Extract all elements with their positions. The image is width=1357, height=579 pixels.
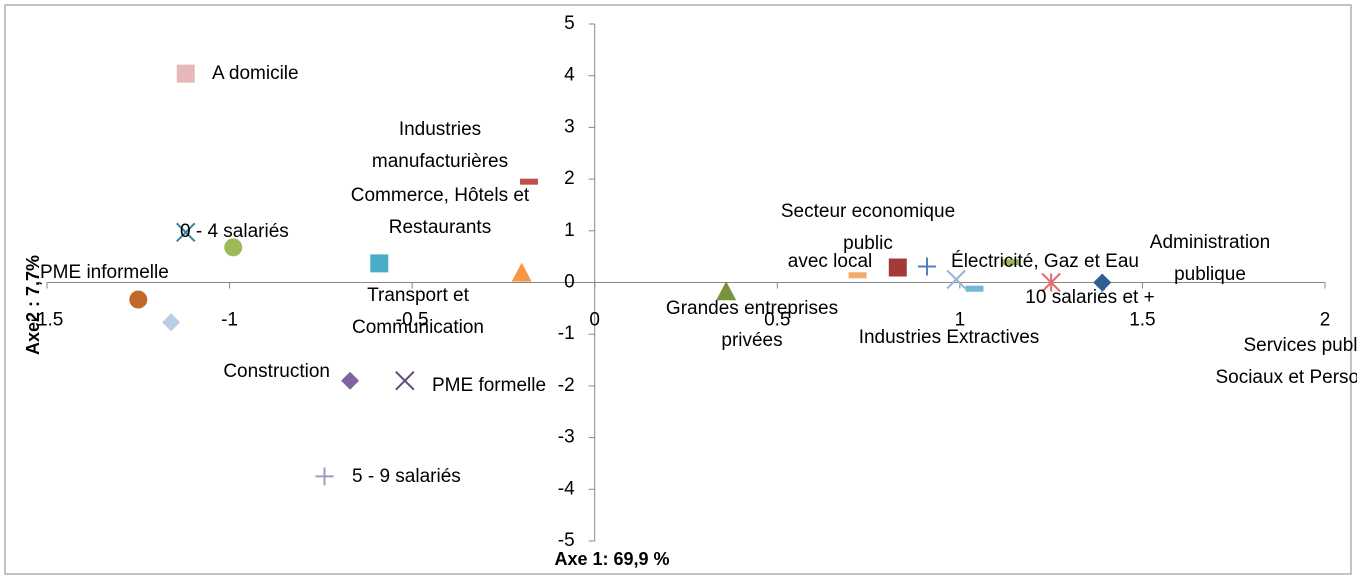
point xyxy=(946,269,966,290)
y-tick-label: -1 xyxy=(558,323,575,344)
data-label: avec local xyxy=(788,251,873,272)
data-label: PME informelle xyxy=(40,262,169,283)
y-tick-label: -5 xyxy=(558,530,575,551)
y-tick-label: 1 xyxy=(564,220,575,241)
x-tick-label: 1.5 xyxy=(1129,310,1155,331)
data-label-line: Commerce, Hôtels et xyxy=(351,185,530,206)
data-label-line: Secteur economique xyxy=(781,201,955,222)
data-label-line: PME formelle xyxy=(432,375,546,396)
point xyxy=(965,285,984,292)
point xyxy=(341,371,360,390)
data-label: A domicile xyxy=(212,63,299,84)
data-label: Commerce, Hôtels et Restaurants xyxy=(351,185,530,238)
data-label-line: Industries xyxy=(399,119,481,140)
point xyxy=(176,222,196,243)
x-tick-label: 0.5 xyxy=(764,310,790,331)
point xyxy=(370,254,389,273)
data-label: Administration publique xyxy=(1150,232,1270,285)
data-label: Secteur economique public xyxy=(781,201,955,254)
point xyxy=(176,64,195,83)
data-label-line: Administration xyxy=(1150,232,1270,253)
y-axis-title: Axe2 : 7,7% xyxy=(23,255,43,355)
data-label-line: privées xyxy=(721,330,782,351)
point xyxy=(511,262,532,282)
data-label-line: Électricité, Gaz et Eau xyxy=(951,251,1139,272)
data-label: PME formelle xyxy=(432,375,546,396)
data-label: Industries manufacturières xyxy=(372,119,508,172)
data-label: Électricité, Gaz et Eau xyxy=(951,251,1139,272)
data-label-line: Restaurants xyxy=(389,217,491,238)
data-label-line: Grandes entreprises xyxy=(666,298,838,319)
data-label: 5 - 9 salariés xyxy=(352,466,461,487)
data-label-line: publique xyxy=(1174,264,1246,285)
x-tick-label: -1.5 xyxy=(31,310,64,331)
data-label-line: manufacturières xyxy=(372,151,508,172)
data-label-line: A domicile xyxy=(212,63,299,84)
data-label-line: PME informelle xyxy=(40,262,169,283)
point xyxy=(519,178,538,185)
point xyxy=(1093,273,1112,292)
data-label: 10 salariés et + xyxy=(1025,287,1154,308)
x-tick-label: -1 xyxy=(221,310,238,331)
data-label: Grandes entreprises privées xyxy=(666,298,838,351)
x-tick-label: 2 xyxy=(1320,310,1331,331)
chart-border xyxy=(4,4,1352,575)
x-tick-label: 1 xyxy=(955,310,966,331)
data-label: Industries Extractives xyxy=(859,327,1040,348)
point xyxy=(315,467,334,486)
point xyxy=(162,313,181,332)
y-tick-label: -3 xyxy=(558,427,575,448)
data-label-line: Communication xyxy=(352,317,484,338)
data-label-line: avec local xyxy=(788,251,873,272)
point xyxy=(888,258,907,277)
point xyxy=(224,238,243,257)
data-label-line: Industries Extractives xyxy=(859,327,1040,348)
y-tick-label: 2 xyxy=(564,168,575,189)
point xyxy=(716,281,737,301)
point xyxy=(1041,272,1061,293)
y-tick-label: 3 xyxy=(564,116,575,137)
point xyxy=(129,290,148,309)
data-label-line: 10 salariés et + xyxy=(1025,287,1154,308)
data-label-line: Transport et xyxy=(367,285,469,306)
point xyxy=(395,371,415,391)
data-label-line: Services public, xyxy=(1243,335,1357,356)
data-label: 0 - 4 salariés xyxy=(180,221,289,242)
point xyxy=(917,257,936,276)
data-label: Services public, Sociaux et Personnels xyxy=(1215,335,1357,388)
point xyxy=(848,272,867,279)
data-label-line: Sociaux et Personnels xyxy=(1215,367,1357,388)
data-label: Transport et Communication xyxy=(352,285,484,338)
data-label-line: public xyxy=(843,233,893,254)
y-tick-label: 4 xyxy=(564,65,575,86)
y-tick-label: -4 xyxy=(558,478,575,499)
y-tick-label: 5 xyxy=(564,13,575,34)
point xyxy=(1001,259,1020,266)
y-tick-label: 0 xyxy=(564,272,575,293)
x-axis-title: Axe 1: 69,9 % xyxy=(554,549,669,569)
y-tick-label: -2 xyxy=(558,375,575,396)
data-label: Construction xyxy=(223,361,330,382)
data-label-line: 0 - 4 salariés xyxy=(180,221,289,242)
x-tick-label: -0.5 xyxy=(396,310,429,331)
data-label-line: 5 - 9 salariés xyxy=(352,466,461,487)
data-label-line: Construction xyxy=(223,361,330,382)
x-tick-label: 0 xyxy=(589,310,600,331)
